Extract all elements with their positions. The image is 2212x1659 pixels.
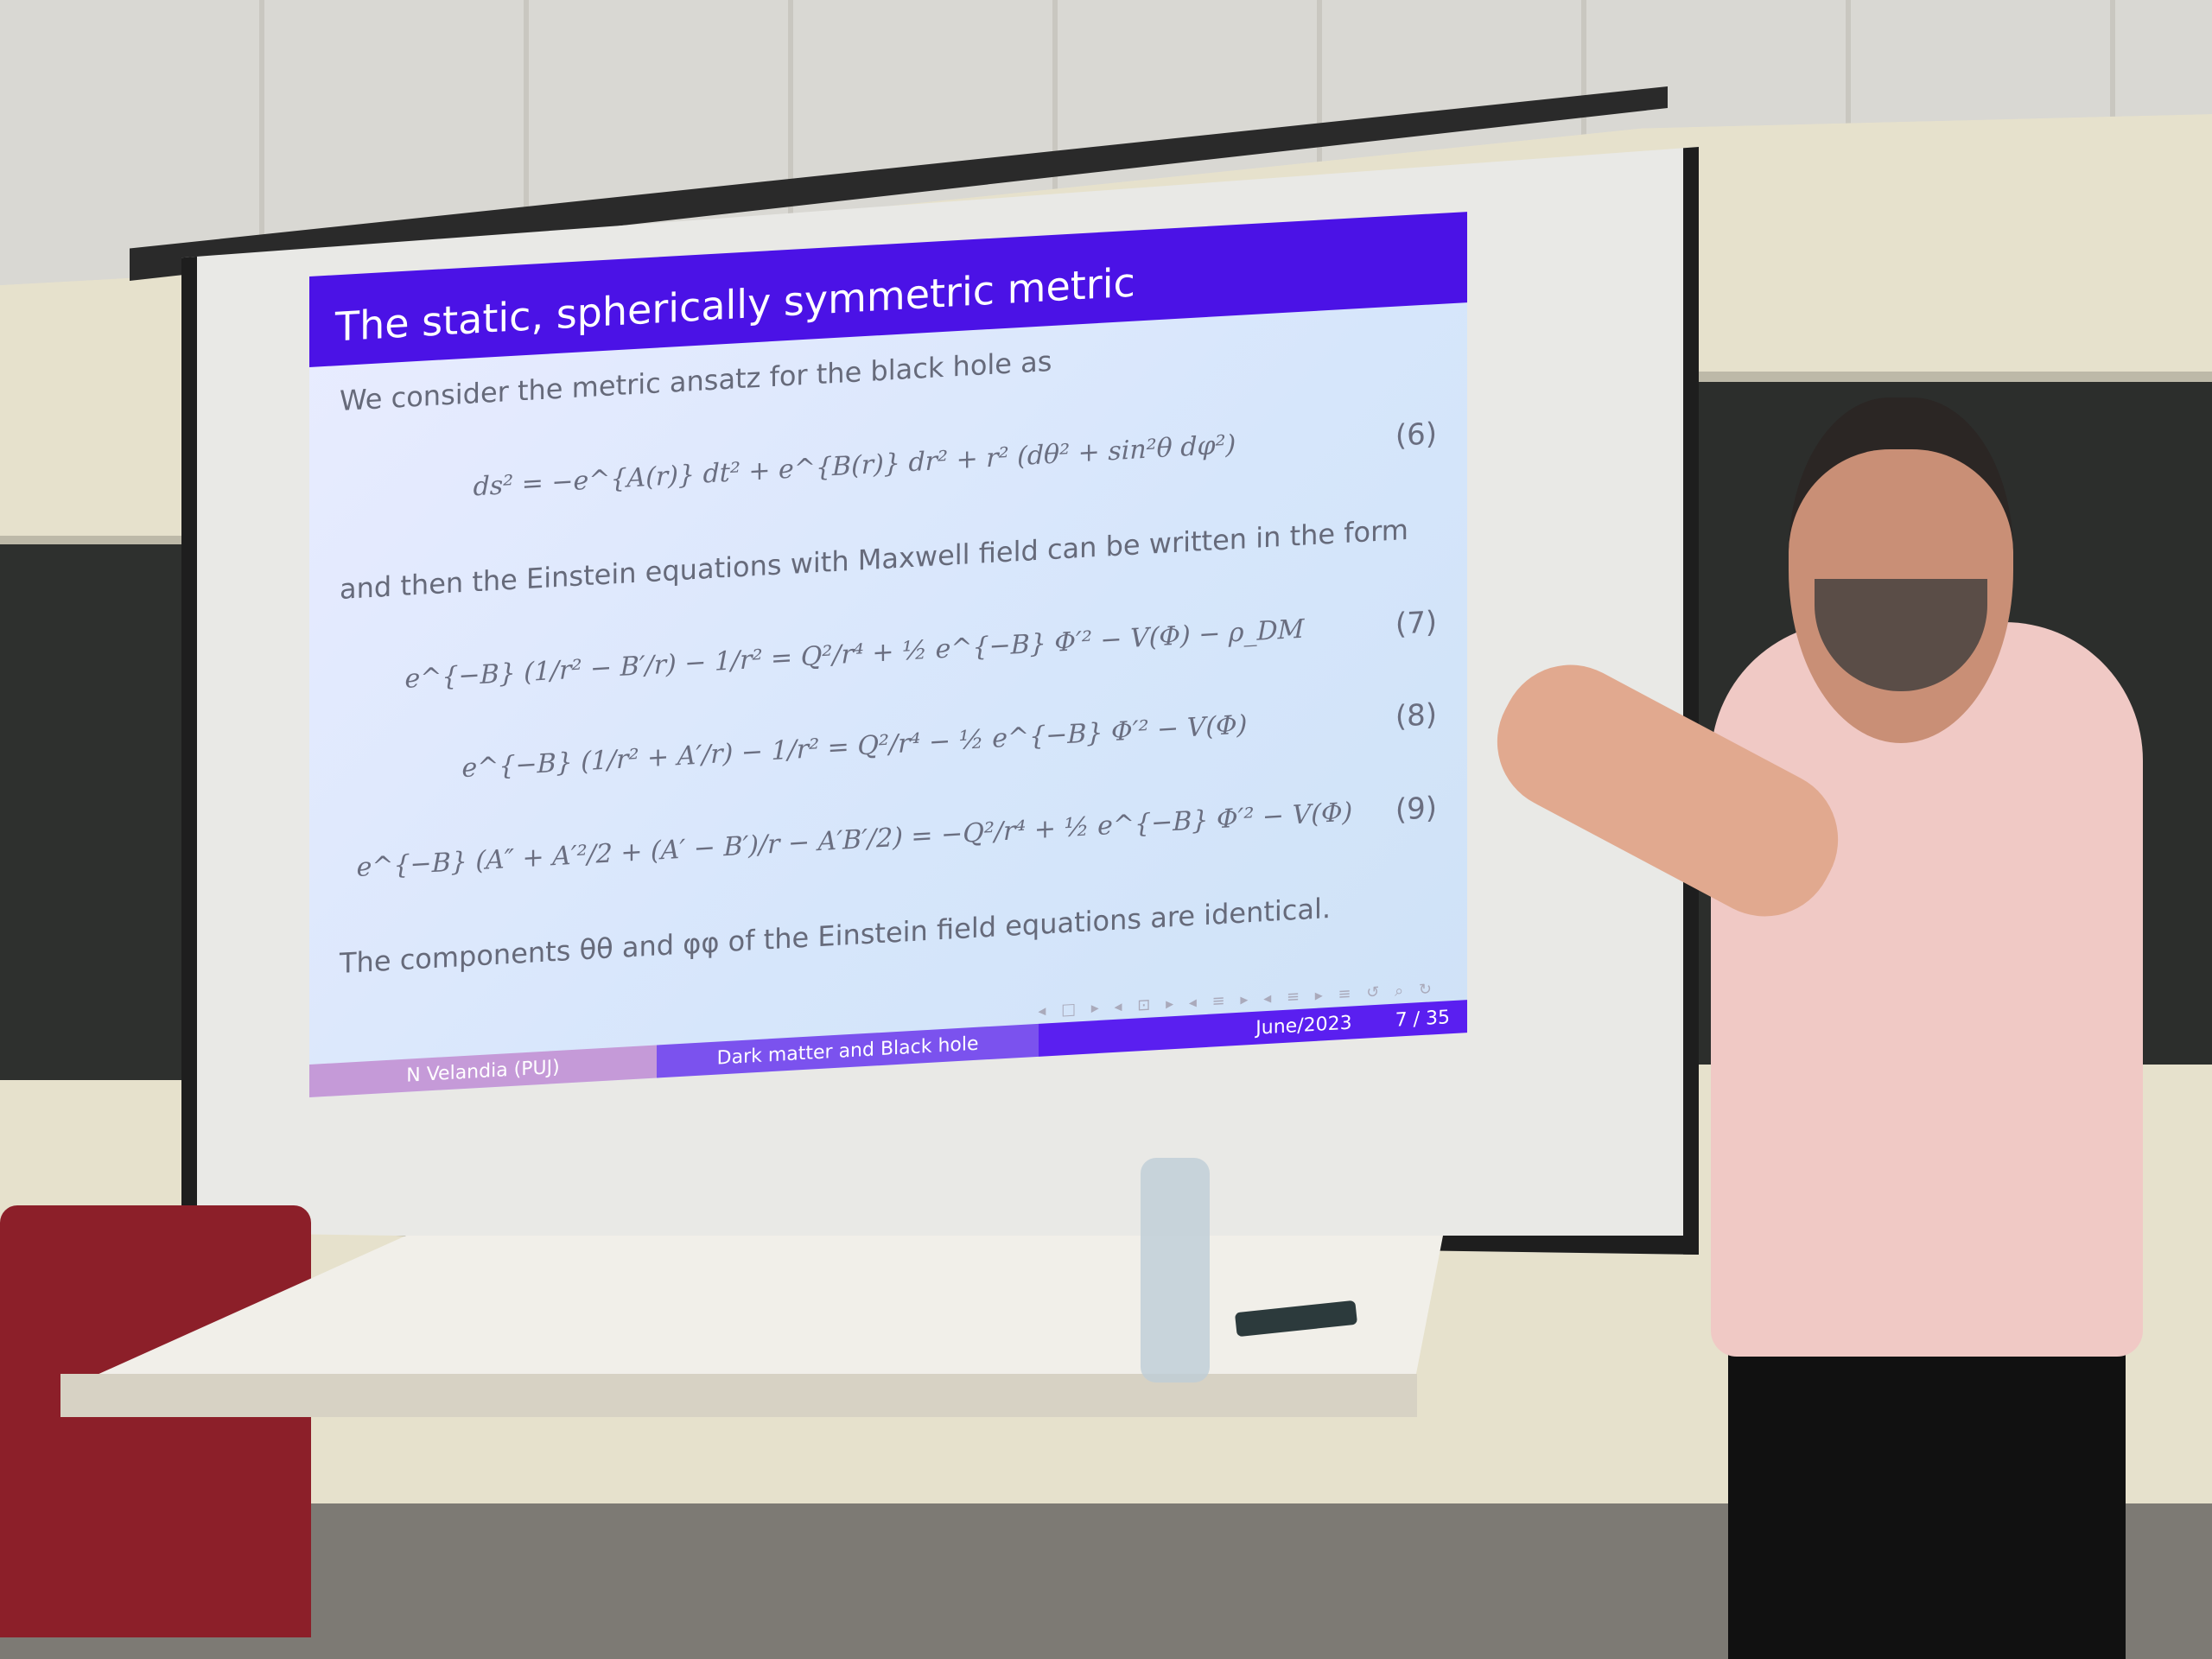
slide-body: We consider the metric ansatz for the bl… [340, 321, 1437, 1061]
equation-8: e^{−B} (1/r² + A′/r) − 1/r² = Q²/r⁴ − ½ … [461, 709, 1248, 785]
equation-row-7: e^{−B} (1/r² − B′/r) − 1/r² = Q²/r⁴ + ½ … [340, 605, 1437, 701]
equation-row-9: e^{−B} (A″ + A′²/2 + (A′ − B′)/r − A′B′/… [340, 791, 1437, 887]
equation-7: e^{−B} (1/r² − B′/r) − 1/r² = Q²/r⁴ + ½ … [404, 613, 1305, 695]
equation-number-8: (8) [1395, 697, 1437, 735]
footer-date: June/2023 [1255, 1012, 1352, 1039]
water-bottle [1141, 1158, 1210, 1382]
equation-number-6: (6) [1395, 416, 1437, 454]
equation-row-6: ds² = −e^{A(r)} dt² + e^{B(r)} dr² + r² … [340, 416, 1437, 512]
equation-number-7: (7) [1395, 604, 1437, 642]
table-edge [60, 1374, 1417, 1417]
equation-6: ds² = −e^{A(r)} dt² + e^{B(r)} dr² + r² … [473, 429, 1236, 503]
footer-page-number: 7 / 35 [1395, 1006, 1450, 1032]
equation-row-8: e^{−B} (1/r² + A′/r) − 1/r² = Q²/r⁴ − ½ … [340, 697, 1437, 793]
speaker-shirt [1711, 622, 2143, 1357]
chalkboard-left [0, 536, 194, 1080]
slide-closing-text: The components θθ and φφ of the Einstein… [340, 891, 1332, 981]
red-chair [0, 1205, 311, 1637]
presentation-slide: The static, spherically symmetric metric… [309, 212, 1467, 1097]
equation-9: e^{−B} (A″ + A′²/2 + (A′ − B′)/r − A′B′/… [356, 797, 1353, 884]
slide-middle-text: and then the Einstein equations with Max… [340, 512, 1408, 606]
equation-number-9: (9) [1395, 791, 1437, 828]
speaker-head [1789, 397, 2013, 743]
